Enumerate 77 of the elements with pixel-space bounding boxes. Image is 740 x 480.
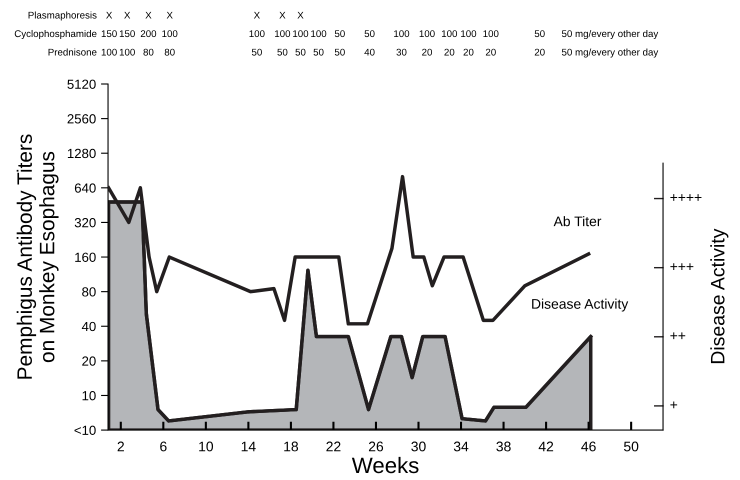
y-tick-label: 10 [82, 391, 96, 400]
text: 50 [277, 48, 288, 56]
text: 40 [364, 48, 375, 56]
x-tick-label: 46 [581, 442, 596, 452]
text: 150 [120, 30, 135, 38]
text: Plasmaphoresis [28, 11, 97, 21]
text: 50 mg/every other day [562, 30, 658, 40]
text: 100 [120, 48, 135, 56]
text: ++++ [670, 194, 702, 201]
x-tick-label: 42 [538, 442, 554, 452]
text: 50 [334, 30, 345, 38]
x-tick-label: 22 [326, 442, 340, 452]
y-axis-title: Pemphigus Antibody Titers on Monkey Esophagus [16, 134, 59, 379]
x-tick-label: 6 [160, 442, 167, 452]
text: 20 [422, 48, 432, 56]
y-tick-label: 2560 [68, 114, 96, 124]
text: 100 [275, 30, 290, 38]
text: 50 [295, 48, 306, 56]
text: +++ [670, 263, 694, 270]
text: 50 [314, 48, 324, 56]
text: X [106, 12, 112, 19]
text: X [166, 12, 173, 19]
text: 80 [143, 48, 154, 56]
y-axis-title: Disease Activity [710, 228, 728, 364]
text: 100 [420, 30, 435, 38]
x-tick-label: 14 [242, 442, 256, 452]
text: 100 [102, 48, 117, 56]
text: 50 mg/every other day [562, 48, 658, 58]
text: 200 [140, 30, 156, 38]
text: X [124, 12, 130, 19]
text: 80 [164, 48, 175, 56]
text: X [279, 12, 286, 19]
text: 50 [334, 48, 345, 56]
text: Prednisone [48, 48, 97, 56]
text: ++ [670, 332, 686, 340]
text: 50 [534, 30, 545, 38]
text: X [254, 12, 260, 19]
text: 100 [461, 30, 476, 38]
text: 20 [534, 48, 545, 56]
y-tick-label: 320 [74, 218, 96, 228]
y-tick-label: 160 [75, 252, 96, 262]
y-tick-label: <10 [74, 426, 96, 435]
text: Disease Activity [532, 298, 628, 312]
text: 20 [444, 48, 454, 56]
x-tick-label: 34 [454, 442, 468, 452]
x-tick-label: 38 [496, 442, 511, 452]
y-tick-label: 5120 [67, 80, 96, 89]
text: Cyclophosphamide [14, 30, 97, 40]
y-tick-label: 40 [82, 322, 96, 332]
text: 100 [250, 30, 265, 38]
x-tick-label: 10 [199, 442, 214, 452]
text: 100 [394, 30, 410, 38]
text: + [670, 401, 678, 408]
text: 100 [293, 30, 308, 38]
x-tick-label: 30 [411, 442, 426, 452]
text: Ab Titer [554, 216, 602, 226]
text: 20 [486, 48, 496, 56]
text: 50 [364, 30, 375, 38]
text: 100 [162, 30, 178, 38]
x-tick-label: 26 [368, 442, 384, 452]
text: 30 [396, 48, 407, 56]
y-tick-label: 1280 [68, 148, 96, 158]
text: 100 [483, 30, 499, 38]
text: 100 [311, 30, 326, 38]
text: X [145, 12, 152, 19]
x-axis-title: Weeks [352, 456, 418, 474]
x-tick-label: 18 [284, 442, 298, 452]
text: 50 [252, 48, 262, 56]
y-tick-label: 80 [82, 287, 96, 297]
y-tick-label: 20 [82, 356, 96, 366]
text: 20 [464, 48, 474, 56]
text: 150 [102, 30, 117, 38]
x-tick-label: 50 [624, 442, 638, 452]
text: 100 [442, 30, 458, 38]
x-tick-label: 2 [118, 442, 124, 452]
y-tick-label: 640 [74, 183, 96, 193]
text: X [297, 12, 304, 19]
